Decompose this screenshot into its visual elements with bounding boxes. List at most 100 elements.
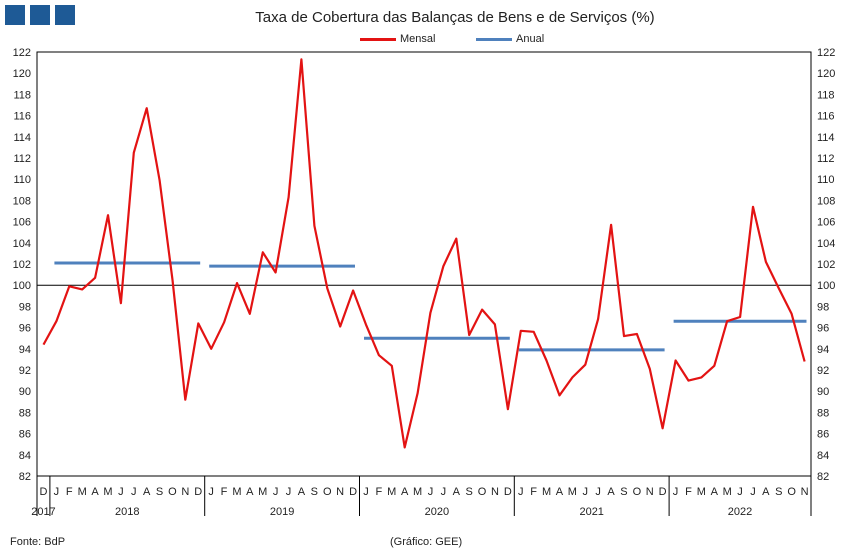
- x-month-label-6: J: [118, 486, 124, 498]
- y-tick-right-100: 100: [817, 280, 835, 292]
- y-tick-left-110: 110: [13, 174, 31, 186]
- x-month-label-45: S: [620, 486, 627, 498]
- y-tick-right-120: 120: [817, 68, 835, 80]
- year-label-2018: 2018: [115, 506, 139, 518]
- y-tick-left-92: 92: [19, 365, 31, 377]
- mensal-series-line: [42, 58, 806, 449]
- x-month-label-11: N: [181, 486, 189, 498]
- x-month-label-30: J: [428, 486, 434, 498]
- x-month-label-59: N: [801, 486, 809, 498]
- y-tick-left-106: 106: [13, 217, 31, 229]
- y-tick-right-90: 90: [817, 386, 829, 398]
- y-tick-left-102: 102: [13, 259, 31, 271]
- y-tick-left-122: 122: [13, 47, 31, 59]
- y-tick-right-116: 116: [817, 111, 835, 123]
- x-month-label-25: J: [363, 486, 369, 498]
- x-month-label-0: D: [39, 486, 47, 498]
- x-month-label-53: M: [723, 486, 732, 498]
- y-tick-right-96: 96: [817, 323, 829, 335]
- y-tick-right-104: 104: [817, 238, 835, 250]
- x-month-label-27: M: [387, 486, 396, 498]
- y-tick-left-96: 96: [19, 323, 31, 335]
- x-month-label-46: O: [633, 486, 642, 498]
- y-tick-right-82: 82: [817, 471, 829, 483]
- x-month-label-42: J: [583, 486, 589, 498]
- x-month-label-3: M: [78, 486, 87, 498]
- y-tick-left-108: 108: [13, 195, 31, 207]
- x-month-label-41: M: [568, 486, 577, 498]
- legend-item-mensal: Mensal: [360, 33, 435, 45]
- x-month-label-7: J: [131, 486, 137, 498]
- x-month-label-37: J: [518, 486, 524, 498]
- chart-title: Taxa de Cobertura das Balanças de Bens e…: [255, 9, 655, 26]
- x-month-label-24: D: [349, 486, 357, 498]
- x-month-label-52: A: [711, 486, 719, 498]
- y-tick-left-116: 116: [13, 111, 31, 123]
- y-tick-left-90: 90: [19, 386, 31, 398]
- y-tick-right-112: 112: [817, 153, 835, 165]
- year-label-2017: 2017: [31, 506, 55, 518]
- y-tick-left-84: 84: [19, 450, 31, 462]
- logo-block-2: [30, 5, 50, 25]
- y-tick-right-118: 118: [817, 89, 835, 101]
- x-month-label-9: S: [156, 486, 163, 498]
- legend-swatch-mensal: [360, 37, 396, 41]
- y-tick-right-108: 108: [817, 195, 835, 207]
- y-tick-left-120: 120: [13, 68, 31, 80]
- y-tick-left-86: 86: [19, 429, 31, 441]
- legend-label-anual: Anual: [516, 33, 545, 45]
- legend-item-anual: Anual: [476, 33, 544, 45]
- x-month-label-33: S: [465, 486, 472, 498]
- legend-label-mensal: Mensal: [400, 33, 436, 45]
- x-month-label-1: J: [54, 486, 60, 498]
- y-tick-left-88: 88: [19, 407, 31, 419]
- x-month-label-23: N: [336, 486, 344, 498]
- x-month-label-43: J: [595, 486, 601, 498]
- y-tick-right-98: 98: [817, 301, 829, 313]
- y-tick-right-114: 114: [817, 132, 835, 144]
- x-month-label-51: M: [697, 486, 706, 498]
- logo-block-1: [5, 5, 25, 25]
- x-month-label-22: O: [323, 486, 332, 498]
- x-month-label-10: O: [168, 486, 177, 498]
- x-month-label-2: F: [66, 486, 73, 498]
- x-month-label-50: F: [685, 486, 692, 498]
- x-month-label-28: A: [401, 486, 409, 498]
- x-month-label-20: A: [298, 486, 306, 498]
- y-tick-right-84: 84: [817, 450, 829, 462]
- x-month-label-57: S: [775, 486, 782, 498]
- y-tick-left-82: 82: [19, 471, 31, 483]
- x-month-label-40: A: [556, 486, 564, 498]
- y-tick-right-86: 86: [817, 429, 829, 441]
- year-label-2021: 2021: [579, 506, 603, 518]
- x-month-label-38: F: [530, 486, 537, 498]
- y-tick-right-94: 94: [817, 344, 829, 356]
- x-month-label-34: O: [478, 486, 487, 498]
- legend-swatch-anual: [476, 37, 512, 41]
- x-month-label-54: J: [737, 486, 743, 498]
- x-month-label-44: A: [607, 486, 615, 498]
- year-label-2020: 2020: [425, 506, 449, 518]
- y-tick-right-88: 88: [817, 407, 829, 419]
- x-month-label-26: F: [375, 486, 382, 498]
- credit-note: (Gráfico: GEE): [390, 536, 463, 548]
- x-month-label-29: M: [413, 486, 422, 498]
- y-tick-left-118: 118: [13, 89, 31, 101]
- y-tick-left-98: 98: [19, 301, 31, 313]
- y-tick-right-102: 102: [817, 259, 835, 271]
- year-label-2022: 2022: [728, 506, 752, 518]
- y-tick-right-92: 92: [817, 365, 829, 377]
- x-month-label-12: D: [194, 486, 202, 498]
- x-month-label-32: A: [453, 486, 461, 498]
- x-month-label-21: S: [311, 486, 318, 498]
- x-month-label-48: D: [659, 486, 667, 498]
- y-tick-left-100: 100: [13, 280, 31, 292]
- x-month-label-8: A: [143, 486, 151, 498]
- plot-area: 82 82 84 84 86 86 88 88 90 90 92 92 94 94 96 96 98 98 100 1…: [13, 47, 836, 518]
- y-tick-left-114: 114: [13, 132, 31, 144]
- plot-frame: [36, 51, 812, 477]
- x-month-label-49: J: [673, 486, 679, 498]
- x-month-label-19: J: [286, 486, 292, 498]
- y-tick-right-122: 122: [817, 47, 835, 59]
